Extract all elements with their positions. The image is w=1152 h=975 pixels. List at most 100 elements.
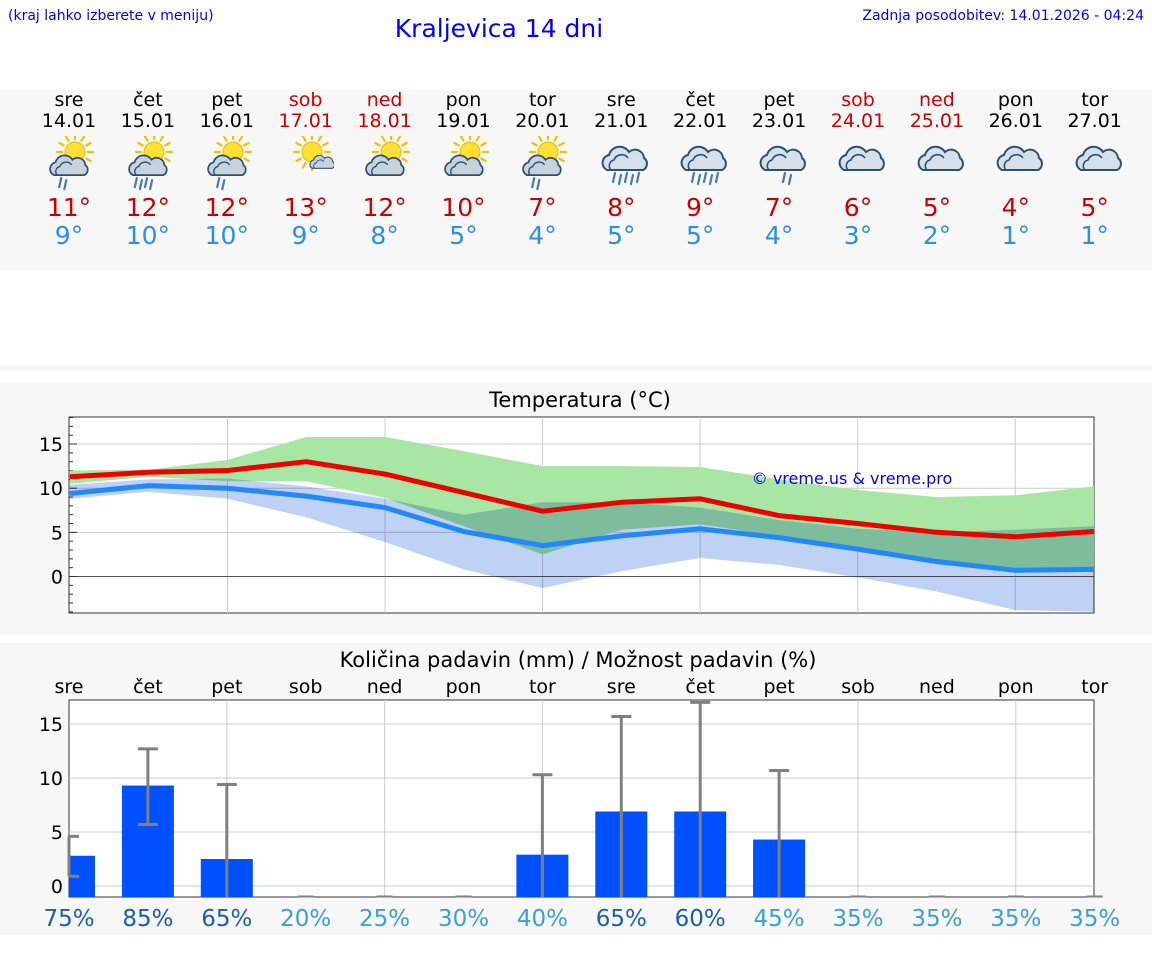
rain-drop bbox=[148, 178, 154, 191]
day-date: 15.01 bbox=[120, 110, 176, 132]
watermark: © vreme.us & vreme.pro bbox=[752, 469, 953, 488]
cloud-outline bbox=[759, 145, 807, 171]
y-tick-label: 5 bbox=[51, 522, 63, 544]
chart-title: Količina padavin (mm) / Možnost padavin … bbox=[340, 648, 817, 672]
min-temp: 1° bbox=[1080, 221, 1109, 250]
cloud-outline bbox=[601, 145, 649, 171]
max-temp: 5° bbox=[1080, 193, 1109, 222]
min-temp-point bbox=[542, 545, 544, 547]
min-temp-range-band bbox=[70, 478, 1094, 612]
min-temp-point bbox=[620, 535, 622, 537]
sun-ray bbox=[531, 141, 539, 147]
menu-hint[interactable]: (kraj lahko izberete v meniju) bbox=[8, 8, 214, 24]
max-temp: 11° bbox=[46, 193, 92, 222]
sun-ray bbox=[459, 136, 465, 142]
x-category-label: pet bbox=[211, 676, 242, 698]
rain-drop bbox=[703, 171, 708, 184]
cloud-detail bbox=[312, 159, 324, 169]
min-temp-point bbox=[69, 492, 71, 494]
y-tick-label: 15 bbox=[39, 714, 63, 736]
day-forecast: pon 19.01 10° 5° bbox=[424, 90, 504, 250]
min-temp-point bbox=[384, 507, 386, 509]
cloud-detail bbox=[687, 153, 708, 171]
day-date: 24.01 bbox=[830, 110, 886, 132]
max-temp-point bbox=[148, 471, 150, 473]
cloud-outline bbox=[917, 145, 964, 171]
cloud-outline bbox=[128, 154, 168, 176]
cloudy-icon bbox=[917, 145, 964, 171]
cloud-detail bbox=[1003, 153, 1024, 171]
probability-label: 35% bbox=[990, 906, 1041, 932]
probability-label: 45% bbox=[754, 906, 805, 932]
max-temp: 13° bbox=[283, 193, 328, 222]
cloud-detail bbox=[766, 153, 787, 171]
cloud-shape bbox=[49, 154, 89, 176]
sun-ray bbox=[317, 136, 322, 142]
min-temp: 1° bbox=[1001, 221, 1030, 250]
cloud-shape bbox=[522, 154, 562, 176]
cloud-detail bbox=[370, 161, 388, 176]
max-temp-point bbox=[542, 510, 544, 512]
rain-drop bbox=[531, 176, 536, 189]
cloud-shape bbox=[309, 154, 334, 169]
max-temp-point bbox=[463, 492, 465, 494]
sun-ray bbox=[558, 141, 566, 147]
sun-small-cloud-icon bbox=[292, 136, 334, 172]
sun-cloud-rain-icon bbox=[207, 136, 252, 191]
min-temp: 4° bbox=[764, 221, 794, 250]
max-temp-point bbox=[305, 461, 307, 463]
sun-ray bbox=[242, 157, 250, 163]
probability-label: 35% bbox=[832, 906, 883, 932]
min-temp-point bbox=[305, 495, 307, 497]
sun-ray bbox=[479, 157, 487, 163]
sun-cloud-rain-icon bbox=[49, 136, 95, 191]
day-date: 14.01 bbox=[41, 110, 97, 132]
probability-label: 40% bbox=[517, 906, 568, 932]
sun-ray bbox=[80, 136, 86, 142]
sun-ray bbox=[538, 136, 543, 142]
day-forecast: sob 24.01 6° 3° bbox=[818, 90, 898, 250]
cloud-outline bbox=[309, 154, 334, 169]
probability-label: 35% bbox=[1069, 906, 1120, 932]
y-tick-label: 15 bbox=[39, 434, 63, 456]
max-temp: 12° bbox=[125, 193, 171, 222]
day-forecast: pon 26.01 4° 1° bbox=[976, 90, 1056, 250]
cloud-shape bbox=[443, 154, 484, 176]
rain-drop bbox=[624, 171, 629, 184]
day-forecast: čet 22.01 9° 5° bbox=[660, 90, 740, 250]
cloud-shape bbox=[680, 145, 728, 171]
sun-ray bbox=[301, 136, 307, 142]
day-date: 16.01 bbox=[199, 110, 254, 132]
max-temp: 12° bbox=[362, 193, 407, 222]
cloud-detail bbox=[449, 161, 467, 176]
precipitation-chart: Količina padavin (mm) / Možnost padavin … bbox=[39, 648, 1120, 932]
day-date: 17.01 bbox=[278, 110, 333, 132]
max-temp-point bbox=[384, 473, 386, 475]
rain-drop bbox=[612, 171, 617, 184]
day-name: sob bbox=[841, 89, 875, 111]
day-date: 21.01 bbox=[594, 110, 649, 132]
min-temp: 5° bbox=[607, 221, 636, 250]
probability-label: 65% bbox=[596, 906, 647, 932]
max-temp-point bbox=[857, 523, 859, 525]
max-temp-line bbox=[69, 459, 1095, 540]
max-temp-point bbox=[778, 515, 780, 517]
min-temp: 5° bbox=[685, 221, 715, 250]
rain-drop bbox=[133, 176, 138, 189]
y-tick-label: 5 bbox=[51, 822, 63, 844]
rain-drop bbox=[709, 173, 714, 186]
day-forecast: sre 14.01 11° 9° bbox=[29, 90, 109, 250]
x-category-label: sre bbox=[607, 676, 636, 698]
day-forecast: sob 17.01 13° 9° bbox=[266, 90, 346, 250]
cloud-shape bbox=[838, 145, 885, 171]
cloud-outline bbox=[443, 154, 484, 176]
day-forecast: pet 23.01 7° 4° bbox=[739, 90, 819, 250]
day-name: pon bbox=[445, 89, 482, 111]
x-category-label: sob bbox=[841, 676, 875, 698]
day-forecast: ned 18.01 12° 8° bbox=[345, 90, 425, 250]
sun-ray bbox=[474, 136, 480, 142]
rain-drop bbox=[536, 178, 541, 191]
sun-cloud-icon bbox=[364, 136, 410, 176]
temperature-panel: Temperatura (°C) 0 5 10 15 © vreme.us & vreme… bbox=[0, 383, 1152, 635]
sun-ray bbox=[373, 141, 381, 147]
